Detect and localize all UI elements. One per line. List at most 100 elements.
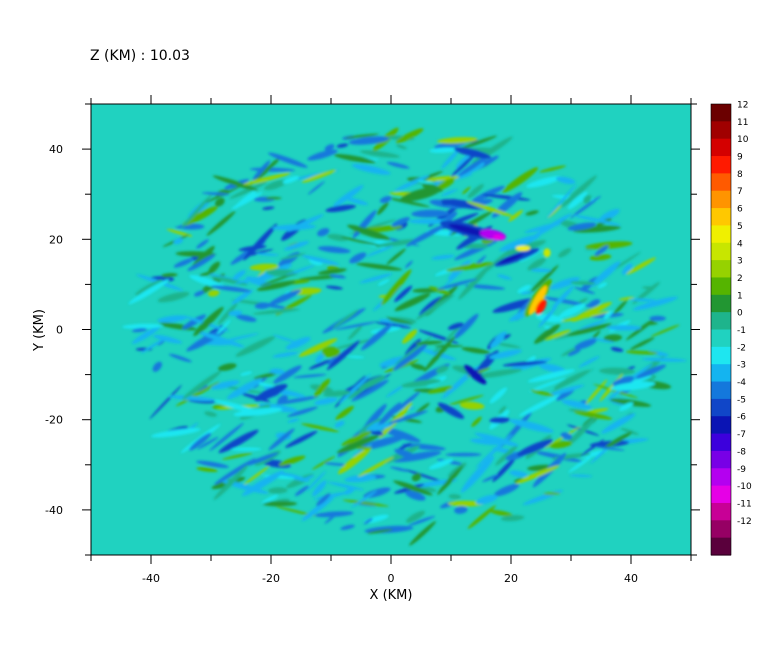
field-blob xyxy=(315,353,325,363)
field-blob xyxy=(327,481,364,491)
colorbar-swatch xyxy=(711,433,731,452)
field-blob xyxy=(603,431,632,449)
colorbar-swatch xyxy=(711,468,731,487)
field-blob xyxy=(531,213,572,239)
y-tick-label: -20 xyxy=(45,414,63,427)
field-blob xyxy=(366,421,380,432)
field-blob xyxy=(212,175,259,191)
field-blob xyxy=(546,184,577,218)
field-blob xyxy=(307,149,338,161)
field-blob xyxy=(395,128,424,144)
field-blob xyxy=(585,241,633,250)
field-blob xyxy=(334,420,345,428)
field-blob xyxy=(625,350,658,355)
field-blob xyxy=(363,518,373,525)
colorbar-label: -9 xyxy=(737,465,746,475)
colorbar-swatch xyxy=(711,520,731,539)
field-blob xyxy=(441,188,458,197)
field-blob xyxy=(391,217,410,227)
field-blob xyxy=(500,515,525,522)
field-blob xyxy=(345,197,368,206)
field-blob xyxy=(553,370,590,389)
field-blob xyxy=(441,148,460,169)
field-blob xyxy=(498,406,507,415)
field-blob xyxy=(157,291,190,303)
field-blob xyxy=(549,277,580,290)
field-blob xyxy=(515,465,560,484)
colorbar-label: -11 xyxy=(737,499,752,509)
axis-ticks xyxy=(82,95,700,564)
field-blob xyxy=(207,289,220,297)
field-blob xyxy=(459,401,485,410)
field-blob xyxy=(633,296,678,311)
field-blob xyxy=(550,440,573,449)
field-blob xyxy=(243,465,270,485)
field-blob xyxy=(284,241,310,251)
field-blob xyxy=(527,369,575,383)
field-blob xyxy=(264,179,288,191)
field-blob xyxy=(393,343,428,371)
field-blob xyxy=(475,494,498,505)
field-blob xyxy=(161,273,178,278)
field-blob xyxy=(517,284,531,294)
field-blob xyxy=(261,494,279,504)
field-blob xyxy=(508,209,524,222)
field-blob xyxy=(402,443,446,451)
field-blob xyxy=(470,438,504,445)
field-blob xyxy=(490,335,505,348)
colorbar-swatch xyxy=(711,450,731,469)
field-blob xyxy=(489,349,522,360)
field-blob xyxy=(240,371,253,376)
feature-blob xyxy=(543,248,551,258)
field-blob xyxy=(574,338,597,350)
field-blob xyxy=(347,355,365,359)
field-blob xyxy=(249,156,282,186)
field-blob xyxy=(314,511,354,518)
field-blob xyxy=(408,515,436,527)
field-blob xyxy=(429,147,458,153)
field-blob xyxy=(217,302,238,325)
field-blob xyxy=(323,390,351,397)
field-blob xyxy=(252,160,271,181)
feature-blob xyxy=(535,299,547,315)
x-axis-label: X (KM) xyxy=(370,588,413,603)
field-blob xyxy=(211,285,252,293)
field-blob xyxy=(128,279,170,305)
y-tick-label: 40 xyxy=(49,143,63,156)
field-blob xyxy=(405,223,448,247)
field-blob xyxy=(228,310,243,316)
field-blob xyxy=(578,356,600,368)
field-blob xyxy=(273,365,302,384)
colorbar-label: -3 xyxy=(737,361,746,371)
field-blob xyxy=(528,377,566,392)
field-blob xyxy=(629,298,657,302)
field-blob xyxy=(313,378,331,398)
field-blob xyxy=(568,456,592,473)
field-blob xyxy=(324,514,337,524)
field-blob xyxy=(580,449,608,459)
colorbar-swatch xyxy=(711,104,731,122)
colorbar-label: 8 xyxy=(737,170,743,180)
field-blob xyxy=(626,257,656,275)
field-blob xyxy=(594,446,625,451)
field-blob xyxy=(370,422,394,432)
field-blob xyxy=(467,505,496,529)
field-blob xyxy=(314,397,338,405)
field-blob xyxy=(610,381,656,391)
field-blob xyxy=(357,456,394,477)
field-blob xyxy=(135,279,163,296)
field-blob xyxy=(489,416,510,424)
colorbar-swatch xyxy=(711,208,731,227)
field-blob xyxy=(645,322,658,326)
field-blob xyxy=(301,423,339,433)
field-blob xyxy=(567,323,612,336)
field-blob xyxy=(427,386,453,394)
field-blob xyxy=(173,258,194,268)
field-blob xyxy=(601,413,636,434)
colorbar-label: 1 xyxy=(737,291,743,301)
field-blob xyxy=(377,279,390,286)
field-blob xyxy=(610,347,624,352)
field-blob xyxy=(406,510,425,523)
field-blob xyxy=(341,431,372,446)
colorbar-swatch xyxy=(711,537,731,556)
